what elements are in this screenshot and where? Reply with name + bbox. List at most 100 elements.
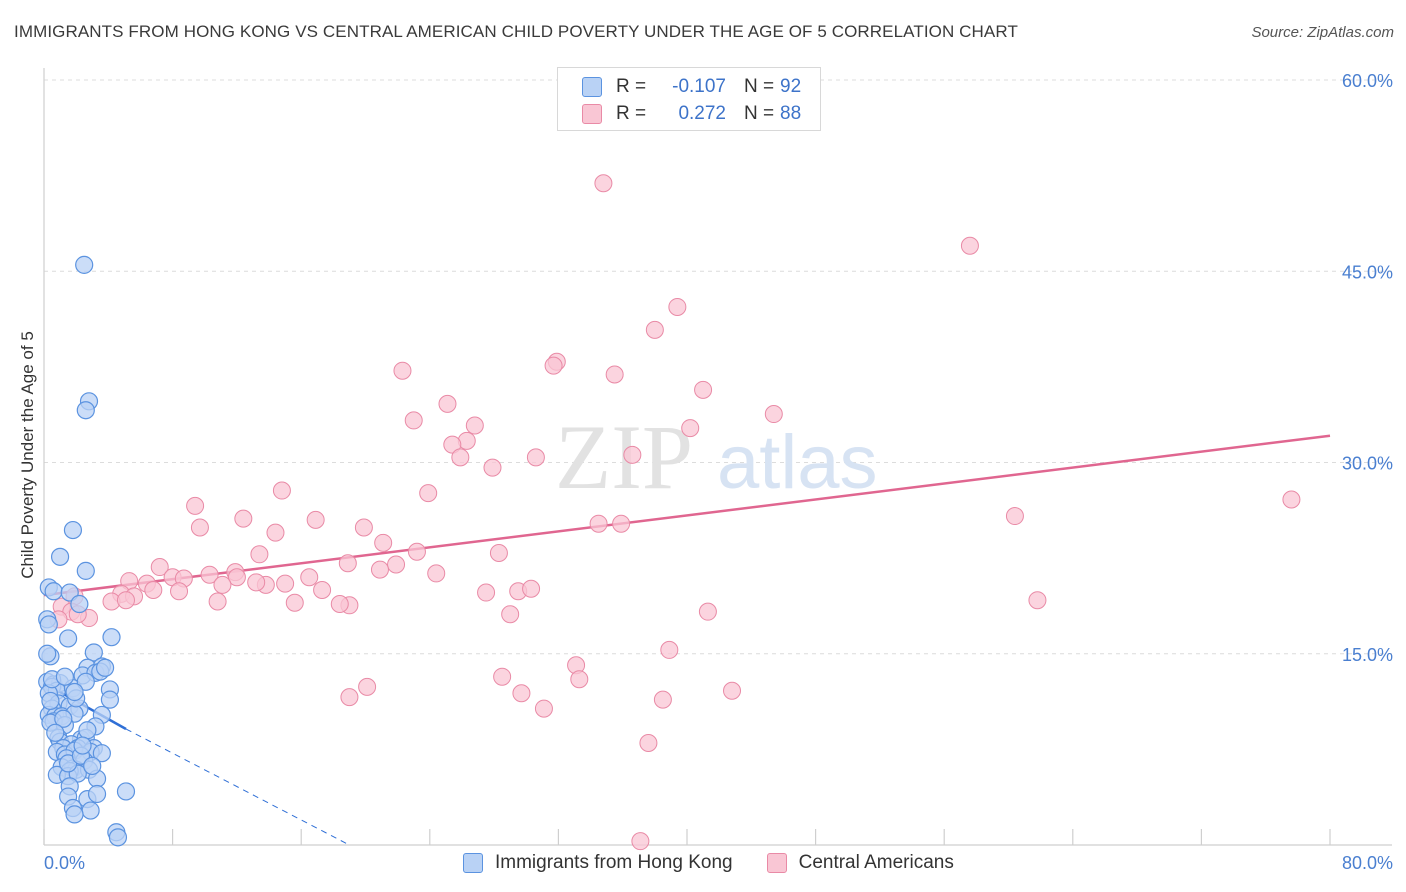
central-americans-point — [300, 568, 319, 587]
central-americans-point — [605, 365, 624, 384]
chart-title: IMMIGRANTS FROM HONG KONG VS CENTRAL AME… — [14, 22, 1018, 41]
central-americans-point — [285, 593, 304, 612]
legend-row-central-americans: R = 0.272 N = 88 — [582, 102, 819, 126]
hong-kong-point — [87, 784, 107, 804]
central-americans-point — [370, 560, 389, 579]
legend-n-label: N = — [744, 103, 775, 124]
hong-kong-point — [92, 744, 111, 763]
legend-row-hong-kong: R = -0.107 N = 92 — [582, 75, 819, 99]
central-americans-point — [526, 448, 545, 467]
hong-kong-point — [41, 691, 60, 711]
hong-kong-point — [46, 723, 65, 742]
legend-r-value: 0.272 — [678, 103, 726, 124]
hong-kong-point — [76, 561, 95, 580]
central-americans-point — [698, 602, 717, 621]
central-americans-point — [544, 356, 563, 375]
central-americans-trend-line — [43, 434, 1331, 597]
central-americans-point — [404, 411, 423, 430]
central-americans-point — [723, 681, 742, 700]
central-americans-point — [393, 361, 412, 380]
central-americans-point — [1005, 507, 1024, 526]
central-americans-point — [534, 699, 553, 718]
correlation-legend: R = -0.107 N = 92 R = 0.272 N = 88 — [557, 67, 821, 131]
y-tick-label: 45.0% — [1342, 262, 1393, 282]
hong-kong-point — [84, 643, 103, 662]
central-americans-point — [358, 677, 377, 696]
central-americans-point — [594, 174, 613, 193]
legend-swatch-pink — [582, 104, 602, 124]
central-americans-point — [354, 518, 373, 537]
central-americans-point — [234, 509, 253, 528]
legend-n-value: 92 — [780, 76, 802, 97]
central-americans-point — [374, 533, 393, 552]
legend-swatch-blue — [582, 77, 602, 97]
hong-kong-point — [100, 690, 120, 709]
hong-kong-point — [65, 682, 84, 702]
hong-kong-point — [55, 667, 74, 686]
central-americans-point — [694, 380, 713, 399]
hong-kong-point — [73, 736, 92, 755]
series-legend-label: Immigrants from Hong Kong — [495, 852, 733, 873]
central-americans-point — [438, 394, 457, 413]
central-americans-point — [170, 582, 189, 601]
legend-r-label: R = — [616, 76, 647, 97]
hong-kong-point — [102, 628, 121, 647]
central-americans-point — [407, 542, 426, 561]
central-americans-point — [272, 481, 291, 500]
central-americans-point — [313, 581, 332, 599]
central-americans-point — [144, 581, 163, 599]
legend-n-value: 88 — [780, 103, 802, 124]
central-americans-point — [653, 690, 672, 709]
hong-kong-point — [44, 582, 63, 601]
central-americans-point — [116, 591, 135, 610]
central-americans-point — [501, 605, 520, 624]
central-americans-point — [451, 448, 470, 467]
hong-kong-point — [54, 709, 73, 728]
central-americans-point — [1028, 591, 1047, 610]
grid-lines — [44, 79, 1392, 655]
central-americans-point — [660, 640, 679, 659]
series-legend-label: Central Americans — [798, 852, 954, 873]
central-americans-point — [522, 579, 541, 598]
hong-kong-point — [108, 828, 128, 847]
legend-r-label: R = — [616, 103, 647, 124]
central-americans-point — [213, 575, 232, 594]
central-americans-point — [639, 734, 658, 752]
y-axis-label: Child Poverty Under the Age of 5 — [18, 331, 37, 579]
hong-kong-point — [78, 721, 97, 740]
hong-kong-point — [81, 801, 100, 820]
central-americans-point — [764, 405, 783, 424]
central-americans-point — [483, 458, 502, 477]
central-americans-point — [645, 320, 664, 339]
central-americans-point — [512, 684, 531, 703]
central-americans-point — [266, 523, 285, 542]
central-americans-point — [338, 554, 357, 573]
central-americans-points — [49, 174, 1301, 851]
hong-kong-point — [50, 547, 70, 566]
hong-kong-point — [63, 520, 83, 540]
central-americans-point — [250, 545, 269, 564]
x-tick-label-max: 80.0% — [1342, 853, 1393, 873]
hong-kong-point — [76, 672, 95, 691]
hong-kong-trend-extension — [125, 728, 350, 846]
central-americans-point — [477, 583, 496, 602]
source-label: Source: ZipAtlas.com — [1251, 24, 1394, 41]
central-americans-point — [631, 832, 650, 851]
central-americans-point — [1282, 490, 1301, 509]
central-americans-point — [276, 574, 295, 593]
watermark-atlas: atlas — [717, 420, 878, 505]
series-legend-item-central-americans: Central Americans — [766, 852, 954, 874]
hong-kong-point — [65, 805, 84, 824]
hong-kong-point — [70, 594, 89, 614]
central-americans-point — [612, 514, 631, 533]
hong-kong-point — [76, 401, 95, 420]
central-americans-point — [465, 416, 484, 435]
hong-kong-point — [59, 629, 78, 648]
y-tick-label: 15.0% — [1342, 645, 1393, 665]
central-americans-point — [208, 592, 227, 611]
y-tick-label: 30.0% — [1342, 454, 1393, 474]
central-americans-point — [570, 670, 589, 689]
series-legend: Immigrants from Hong Kong Central Americ… — [463, 852, 988, 874]
central-americans-point — [200, 565, 219, 584]
